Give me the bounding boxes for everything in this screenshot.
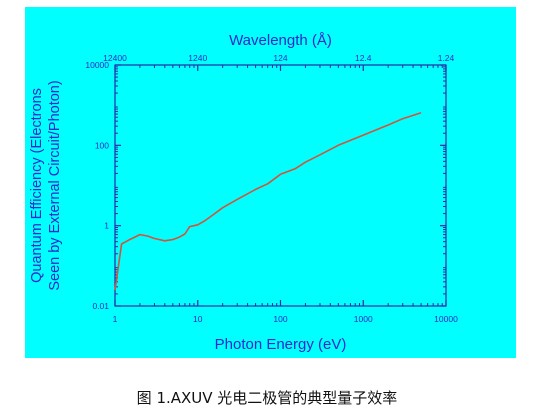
y-tick-label: 100 bbox=[95, 140, 109, 150]
chart-figure: 1 10 100 1000 10000 12400 1240 124 12.4 1.24 0.01 1… bbox=[25, 7, 516, 358]
x-tick-label: 1 bbox=[113, 314, 118, 324]
y-axis-title-line: Seen by External Circuit/Photon) bbox=[47, 80, 63, 290]
x-axis-title: Photon Energy (eV) bbox=[215, 336, 347, 353]
x-tick-label: 1000 bbox=[354, 314, 373, 324]
x2-tick-label: 12.4 bbox=[355, 53, 372, 63]
x-tick-label: 100 bbox=[273, 314, 287, 324]
y-axis-title: Quantum Efficiency (Electrons Seen by Ext… bbox=[29, 80, 63, 290]
y-axis-title-line: Quantum Efficiency (Electrons bbox=[29, 88, 45, 283]
x-tick-label: 10 bbox=[193, 314, 203, 324]
x2-tick-label: 124 bbox=[273, 53, 287, 63]
x2-tick-label: 12400 bbox=[103, 53, 127, 63]
y-tick-label: 10000 bbox=[85, 60, 109, 70]
x2-axis-title: Wavelength (Å) bbox=[229, 32, 332, 49]
series-line bbox=[114, 111, 422, 291]
y-tick-label: 1 bbox=[104, 221, 109, 231]
y-tick-label: 0.01 bbox=[92, 301, 109, 311]
x-tick-label: 10000 bbox=[434, 314, 458, 324]
x2-tick-label: 1240 bbox=[188, 53, 207, 63]
figure-caption: 图 1.AXUV 光电二极管的典型量子效率 bbox=[136, 389, 398, 407]
x2-tick-label: 1.24 bbox=[438, 53, 455, 63]
